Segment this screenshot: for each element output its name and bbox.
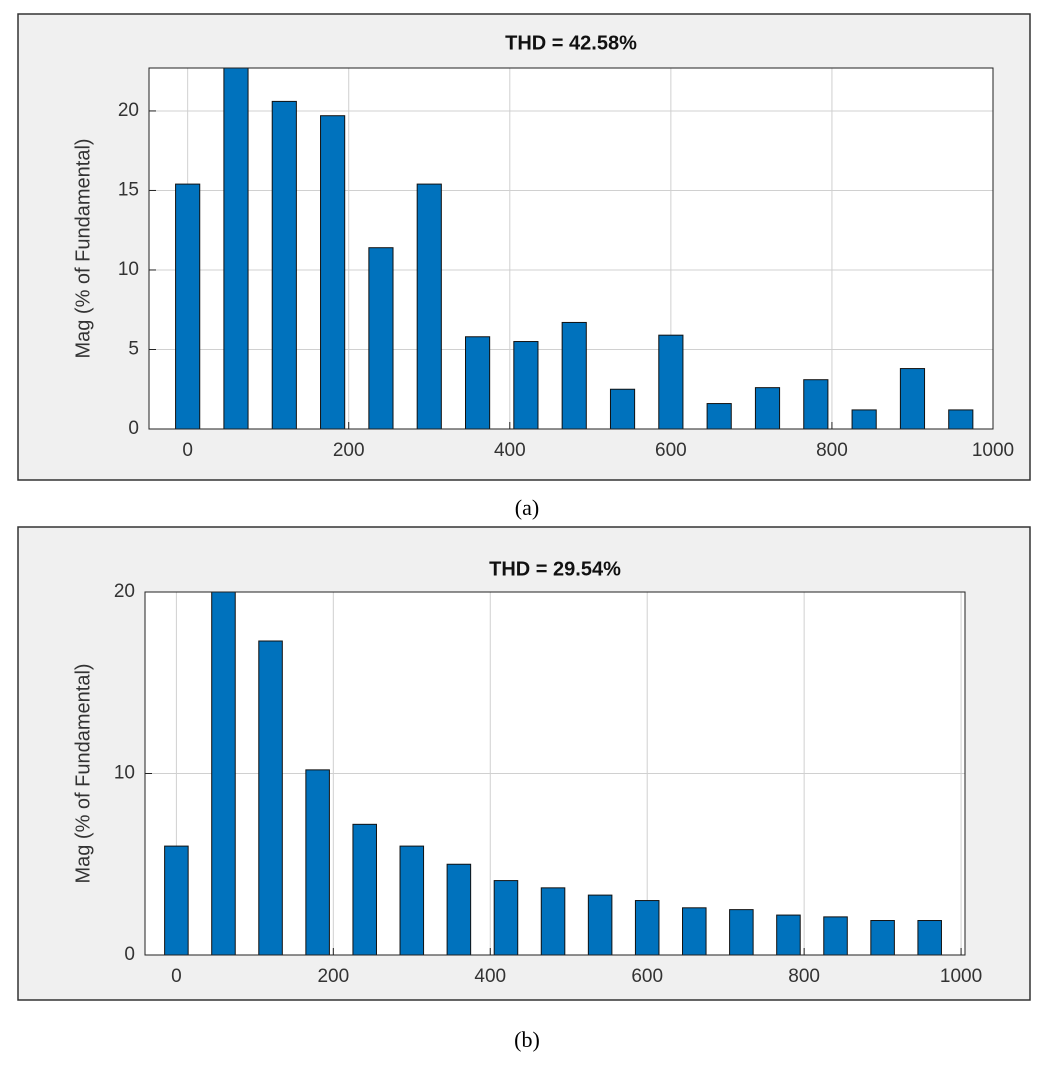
x-tick-label: 200 [333,440,365,461]
chart-title: THD = 29.54% [489,558,621,580]
bar [870,920,895,956]
plot-border [144,591,966,956]
x-tick-label: 1000 [940,966,982,987]
plot-border [148,67,994,430]
bar [706,403,732,430]
bar [561,321,587,430]
bar [271,100,297,430]
bar [320,115,346,430]
x-tick-label: 800 [788,966,820,987]
x-tick-label: 400 [494,440,526,461]
bar [948,409,974,430]
bar [540,887,566,956]
x-tick-label: 0 [182,440,193,461]
bar [399,845,425,956]
bar [305,769,330,956]
bar [754,387,781,430]
caption: (b) [514,1027,540,1052]
bar [609,388,636,430]
bar [682,907,707,956]
bar [493,880,519,956]
y-axis-label: Mag (% of Fundamental) [72,138,94,358]
y-tick-label: 20 [114,581,135,602]
bar [465,336,491,430]
x-tick-label: 200 [317,966,349,987]
y-tick-label: 5 [128,339,139,360]
bar [917,920,942,956]
chart-title: THD = 42.58% [505,32,637,54]
bar [416,183,442,430]
y-tick-label: 20 [118,100,139,121]
bar [823,916,848,956]
y-tick-label: 15 [118,179,139,200]
y-tick-label: 0 [124,944,135,965]
bar [223,67,249,430]
caption: (a) [515,495,539,520]
x-tick-label: 1000 [972,440,1014,461]
bar [446,863,472,956]
bar [776,914,801,956]
y-tick-label: 10 [114,763,135,784]
y-tick-label: 10 [118,259,139,280]
bar [175,183,201,430]
bar [851,409,877,430]
bar [658,334,684,430]
x-tick-label: 800 [816,440,848,461]
bar [211,591,236,956]
bar [803,379,829,430]
bar [164,845,189,956]
x-tick-label: 400 [474,966,506,987]
bar [258,640,283,956]
bar [368,247,394,430]
x-tick-label: 600 [631,966,663,987]
bar [899,368,926,430]
bar [634,900,660,956]
bar [729,909,754,956]
x-tick-label: 0 [171,966,182,987]
bar [352,823,377,956]
x-tick-label: 600 [655,440,687,461]
y-axis-label: Mag (% of Fundamental) [72,663,94,883]
bar [513,341,539,430]
y-tick-label: 0 [128,418,139,439]
bar [587,894,613,956]
